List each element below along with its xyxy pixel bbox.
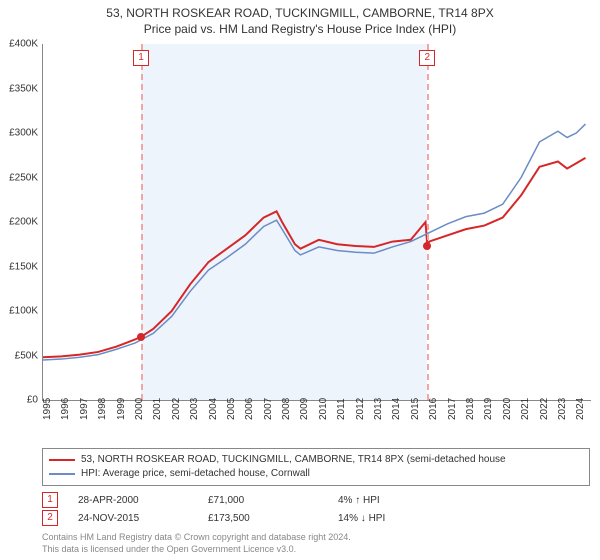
- sale-marker-box: 2: [419, 50, 435, 66]
- x-tick-label: 2004: [208, 398, 219, 420]
- x-tick-label: 2019: [483, 398, 494, 420]
- y-tick-label: £200K: [0, 217, 38, 228]
- sale-vline: [141, 44, 143, 400]
- x-tick-label: 2023: [557, 398, 568, 420]
- y-tick-label: £400K: [0, 39, 38, 50]
- chart-container: 53, NORTH ROSKEAR ROAD, TUCKINGMILL, CAM…: [0, 0, 600, 560]
- sale-delta: 4% ↑ HPI: [338, 495, 448, 506]
- chart-area: 12 £0£50K£100K£150K£200K£250K£300K£350K£…: [42, 44, 590, 420]
- x-tick-label: 1997: [79, 398, 90, 420]
- sale-price: £71,000: [208, 495, 318, 506]
- x-tick-label: 2015: [410, 398, 421, 420]
- x-tick-label: 2014: [391, 398, 402, 420]
- sale-date: 24-NOV-2015: [78, 513, 188, 524]
- x-tick-label: 2016: [428, 398, 439, 420]
- legend-and-footer: 53, NORTH ROSKEAR ROAD, TUCKINGMILL, CAM…: [42, 448, 590, 555]
- x-tick-label: 2024: [575, 398, 586, 420]
- x-tick-label: 2022: [539, 398, 550, 420]
- x-tick-label: 2013: [373, 398, 384, 420]
- x-tick-label: 2010: [318, 398, 329, 420]
- y-tick-label: £0: [0, 395, 38, 406]
- legend-swatch-property: [49, 459, 75, 461]
- y-tick-label: £250K: [0, 172, 38, 183]
- x-tick-label: 2005: [226, 398, 237, 420]
- legend-box: 53, NORTH ROSKEAR ROAD, TUCKINGMILL, CAM…: [42, 448, 590, 486]
- x-tick-label: 2001: [152, 398, 163, 420]
- x-tick-label: 1996: [60, 398, 71, 420]
- x-tick-label: 2018: [465, 398, 476, 420]
- title-subtitle: Price paid vs. HM Land Registry's House …: [0, 22, 600, 38]
- plot-region: 12: [42, 44, 591, 401]
- y-tick-label: £150K: [0, 261, 38, 272]
- chart-title: 53, NORTH ROSKEAR ROAD, TUCKINGMILL, CAM…: [0, 0, 600, 37]
- sale-delta: 14% ↓ HPI: [338, 513, 448, 524]
- x-tick-label: 2002: [171, 398, 182, 420]
- sale-dot: [137, 333, 145, 341]
- x-tick-label: 2020: [502, 398, 513, 420]
- series-property: [43, 158, 585, 357]
- legend-swatch-hpi: [49, 473, 75, 475]
- footer-line2: This data is licensed under the Open Gov…: [42, 544, 590, 556]
- sale-marker-icon: 1: [42, 492, 58, 508]
- sale-row: 1 28-APR-2000 £71,000 4% ↑ HPI: [42, 492, 590, 508]
- y-tick-label: £50K: [0, 350, 38, 361]
- sale-row: 2 24-NOV-2015 £173,500 14% ↓ HPI: [42, 510, 590, 526]
- footer-attribution: Contains HM Land Registry data © Crown c…: [42, 532, 590, 555]
- y-tick-label: £350K: [0, 83, 38, 94]
- footer-line1: Contains HM Land Registry data © Crown c…: [42, 532, 590, 544]
- sale-date: 28-APR-2000: [78, 495, 188, 506]
- legend-row-property: 53, NORTH ROSKEAR ROAD, TUCKINGMILL, CAM…: [49, 453, 583, 467]
- sale-marker-icon: 2: [42, 510, 58, 526]
- y-tick-label: £100K: [0, 306, 38, 317]
- title-address: 53, NORTH ROSKEAR ROAD, TUCKINGMILL, CAM…: [0, 6, 600, 22]
- x-tick-label: 1998: [97, 398, 108, 420]
- sale-price: £173,500: [208, 513, 318, 524]
- y-tick-label: £300K: [0, 128, 38, 139]
- x-tick-label: 1995: [42, 398, 53, 420]
- x-tick-label: 2006: [244, 398, 255, 420]
- legend-label-property: 53, NORTH ROSKEAR ROAD, TUCKINGMILL, CAM…: [81, 453, 506, 467]
- x-tick-label: 2017: [447, 398, 458, 420]
- x-tick-label: 1999: [116, 398, 127, 420]
- x-tick-label: 2008: [281, 398, 292, 420]
- x-tick-label: 2003: [189, 398, 200, 420]
- sale-dot: [423, 242, 431, 250]
- legend-row-hpi: HPI: Average price, semi-detached house,…: [49, 467, 583, 481]
- sales-table: 1 28-APR-2000 £71,000 4% ↑ HPI 2 24-NOV-…: [42, 492, 590, 526]
- sale-marker-box: 1: [133, 50, 149, 66]
- line-svg: [43, 44, 591, 400]
- sale-vline: [427, 44, 429, 400]
- x-tick-label: 2012: [355, 398, 366, 420]
- x-tick-label: 2009: [299, 398, 310, 420]
- x-tick-label: 2007: [263, 398, 274, 420]
- x-tick-label: 2011: [336, 398, 347, 420]
- x-tick-label: 2000: [134, 398, 145, 420]
- legend-label-hpi: HPI: Average price, semi-detached house,…: [81, 467, 310, 481]
- x-tick-label: 2021: [520, 398, 531, 420]
